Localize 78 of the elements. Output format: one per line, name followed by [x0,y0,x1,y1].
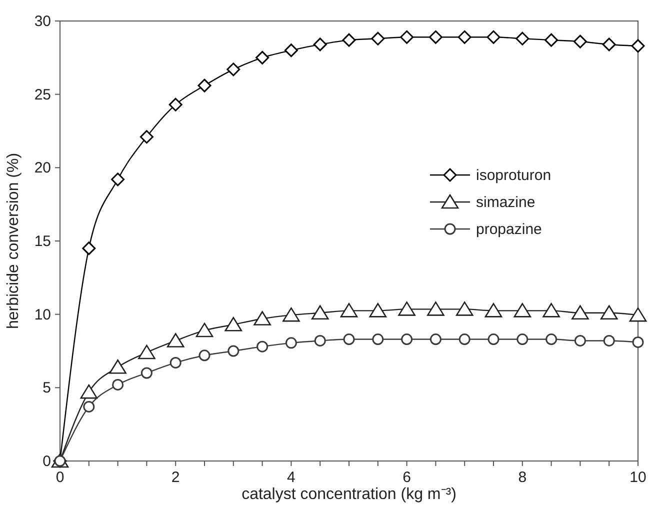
point [168,98,182,112]
legend-label: propazine [476,221,542,238]
point [224,316,242,332]
point [138,344,156,360]
point [111,172,125,186]
point [456,302,474,316]
point [574,334,586,346]
point [226,62,240,76]
point [109,359,126,374]
point [371,32,385,46]
y-tick-label: 20 [34,160,51,177]
point [544,33,558,47]
point [486,30,500,44]
point [256,50,270,64]
point [573,34,587,48]
point [285,337,297,349]
point [603,334,615,346]
point [284,44,298,58]
x-tick-label: 10 [630,469,646,486]
point [516,32,530,46]
point [140,367,152,379]
y-tick-label: 0 [42,453,51,470]
point [546,334,558,346]
point [83,400,95,412]
point [430,334,442,346]
y-axis-title: herbicide conversion (%) [5,152,22,330]
point [256,340,268,352]
point [484,303,502,318]
y-tick-label: 25 [34,86,51,104]
point [369,303,387,318]
point [112,378,124,390]
point [340,303,358,318]
point [398,302,416,316]
point [314,334,326,346]
point [166,333,184,348]
point [82,242,96,256]
x-tick-label: 8 [518,469,527,486]
point [80,384,98,399]
point [458,334,470,346]
point [632,336,644,348]
y-tick-label: 5 [42,380,51,397]
y-tick-label: 10 [34,306,51,324]
point [600,305,618,320]
point [572,305,589,320]
point [170,356,182,368]
point [343,334,355,346]
point [401,334,413,346]
point [313,38,327,52]
y-tick-label: 30 [34,13,51,30]
point [311,305,329,320]
point [631,39,645,53]
point [458,30,472,44]
x-tick-label: 6 [402,469,411,486]
point [629,307,647,322]
legend-label: isoproturon [476,167,552,184]
point [140,130,154,144]
point [542,303,560,318]
point [428,30,442,44]
point [488,334,500,346]
point [198,350,210,362]
point [400,30,414,44]
x-tick-label: 0 [56,469,64,486]
point [427,302,444,316]
point [516,334,528,346]
point [228,345,240,357]
point [196,322,214,338]
y-tick-label: 15 [34,233,51,250]
point [282,307,300,322]
point [602,38,616,52]
point [198,78,212,92]
legend-label: simazine [476,194,536,211]
point [254,311,271,326]
x-tick-label: 2 [171,469,180,486]
x-axis-title: catalyst concentration (kg m⁻³) [242,486,456,503]
point [372,334,384,346]
point [342,33,356,47]
x-tick-label: 4 [287,469,296,486]
point [514,303,532,318]
